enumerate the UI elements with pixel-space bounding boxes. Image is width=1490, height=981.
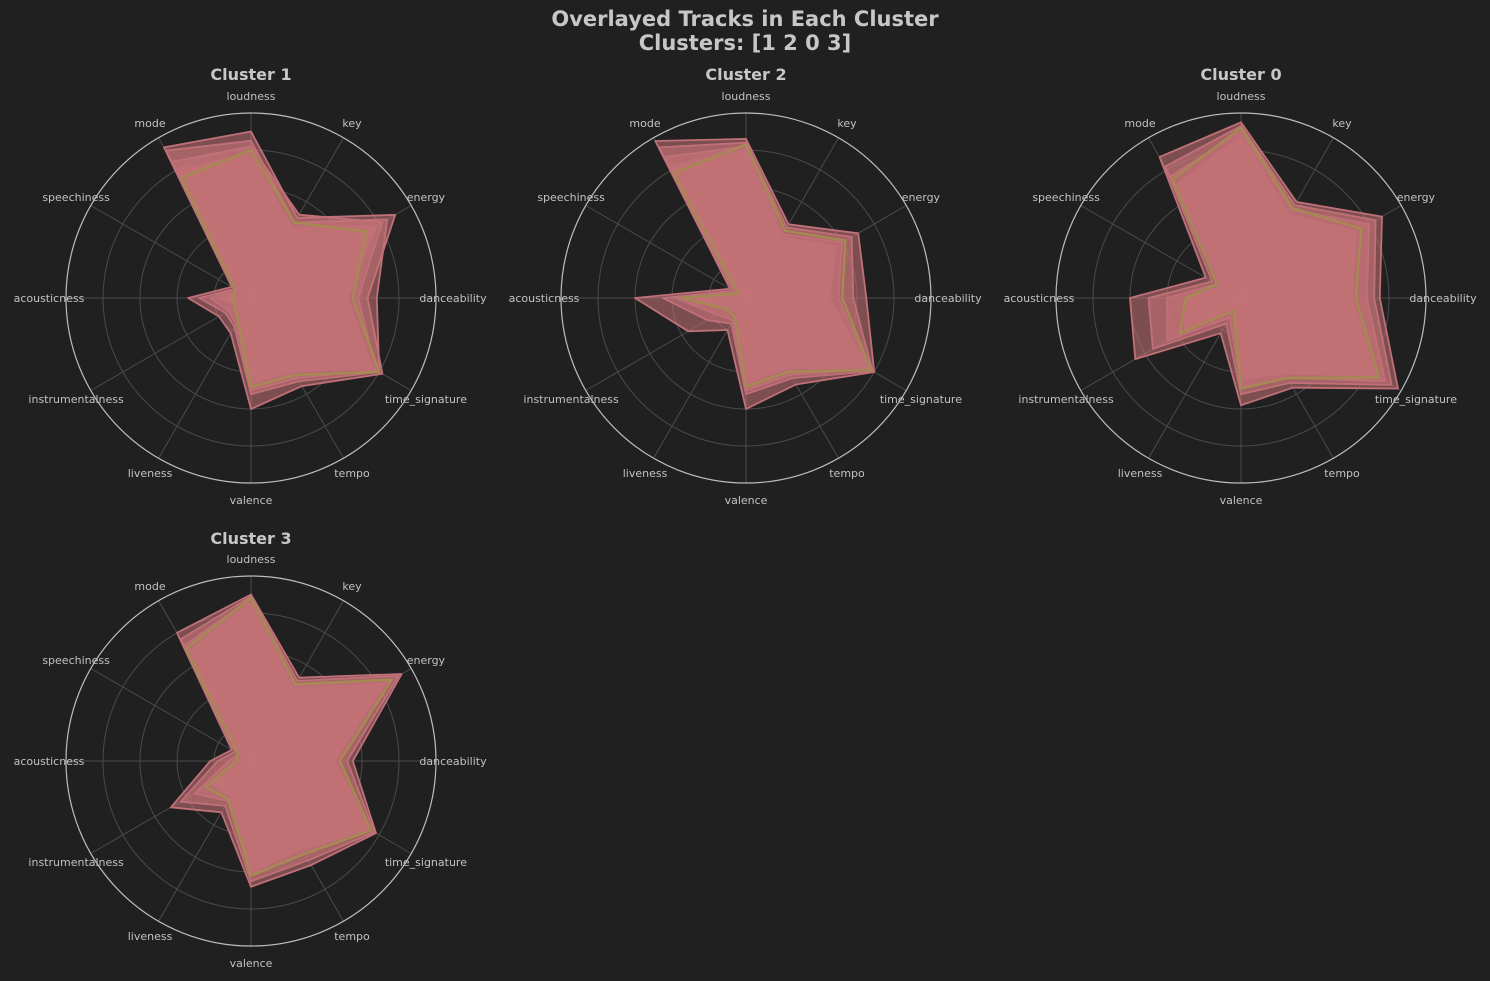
axis-label-energy: energy [1397, 191, 1436, 204]
axis-labels: loudness key energy danceability time_signat… [1004, 90, 1478, 507]
figure-title-line-1: Overlayed Tracks in Each Cluster [551, 7, 939, 31]
outer-ring [65, 575, 437, 947]
axis-label-loudness: loudness [722, 90, 771, 103]
radar-panel-4: Cluster 3 loudness key energy danceability t… [14, 529, 488, 970]
spoke-speechiness [90, 205, 252, 299]
centroid-polygon [184, 597, 394, 877]
axis-label-instrumentalness: instrumentalness [28, 393, 124, 406]
track-series [1129, 121, 1399, 407]
axis-label-instrumentalness: instrumentalness [1018, 393, 1114, 406]
axis-label-valence: valence [725, 494, 768, 507]
radar-panel-3: Cluster 0 loudness key energy danceability t… [1004, 65, 1478, 507]
panel-title: Cluster 2 [705, 65, 786, 84]
axis-label-tempo: tempo [334, 467, 370, 480]
axis-label-danceability: danceability [419, 292, 487, 305]
outer-ring [65, 112, 437, 484]
centroid-polygon [672, 143, 873, 388]
axis-label-energy: energy [407, 654, 446, 667]
axis-label-liveness: liveness [623, 467, 668, 480]
figure-title-line-2: Clusters: [1 2 0 3] [639, 31, 851, 55]
axis-label-time-signature: time_signature [385, 393, 467, 406]
axis-label-speechiness: speechiness [1032, 191, 1100, 204]
axis-label-liveness: liveness [128, 467, 173, 480]
axis-label-speechiness: speechiness [42, 191, 110, 204]
axis-label-energy: energy [407, 191, 446, 204]
axis-label-mode: mode [134, 580, 165, 593]
axis-label-valence: valence [230, 957, 273, 970]
axis-label-acousticness: acousticness [1004, 292, 1075, 305]
axis-label-key: key [1332, 117, 1352, 130]
axis-label-tempo: tempo [334, 930, 370, 943]
axis-label-speechiness: speechiness [42, 654, 110, 667]
centroid-polygon [1171, 126, 1381, 390]
track-series [634, 137, 876, 410]
axis-label-liveness: liveness [128, 930, 173, 943]
axis-label-loudness: loudness [227, 553, 276, 566]
axis-label-instrumentalness: instrumentalness [28, 856, 124, 869]
axis-label-speechiness: speechiness [537, 191, 605, 204]
panel-title: Cluster 1 [210, 65, 291, 84]
axis-label-acousticness: acousticness [509, 292, 580, 305]
spoke-speechiness [585, 205, 747, 299]
axis-label-instrumentalness: instrumentalness [523, 393, 619, 406]
axis-label-time-signature: time_signature [880, 393, 962, 406]
axis-label-liveness: liveness [1118, 467, 1163, 480]
axis-label-acousticness: acousticness [14, 292, 85, 305]
centroid-polygon [180, 148, 381, 388]
axis-label-time-signature: time_signature [1375, 393, 1457, 406]
axis-label-danceability: danceability [914, 292, 982, 305]
axis-label-energy: energy [902, 191, 941, 204]
axis-label-danceability: danceability [419, 755, 487, 768]
axis-label-valence: valence [1220, 494, 1263, 507]
axis-labels: loudness key energy danceability time_signat… [509, 90, 983, 507]
axis-label-loudness: loudness [1217, 90, 1266, 103]
spoke-speechiness [90, 668, 252, 762]
axis-label-tempo: tempo [829, 467, 865, 480]
axis-label-key: key [837, 117, 857, 130]
axis-label-acousticness: acousticness [14, 755, 85, 768]
axis-label-tempo: tempo [1324, 467, 1360, 480]
axis-labels: loudness key energy danceability time_signat… [14, 90, 488, 507]
outer-ring [1055, 112, 1427, 484]
axis-labels: loudness key energy danceability time_signat… [14, 553, 488, 970]
axis-label-mode: mode [629, 117, 660, 130]
track-series [163, 130, 397, 410]
panel-title: Cluster 3 [210, 529, 291, 548]
axis-label-key: key [342, 117, 362, 130]
panel-title: Cluster 0 [1200, 65, 1281, 84]
track-series [169, 593, 403, 888]
axis-label-mode: mode [1124, 117, 1155, 130]
axis-label-mode: mode [134, 117, 165, 130]
outer-ring [560, 112, 932, 484]
axis-label-key: key [342, 580, 362, 593]
axis-label-danceability: danceability [1409, 292, 1477, 305]
axis-label-valence: valence [230, 494, 273, 507]
radar-panel-2: Cluster 2 loudness key energy danceability t… [509, 65, 983, 507]
radar-panel-1: Cluster 1 loudness key energy danceability t… [14, 65, 488, 507]
axis-label-time-signature: time_signature [385, 856, 467, 869]
axis-label-loudness: loudness [227, 90, 276, 103]
